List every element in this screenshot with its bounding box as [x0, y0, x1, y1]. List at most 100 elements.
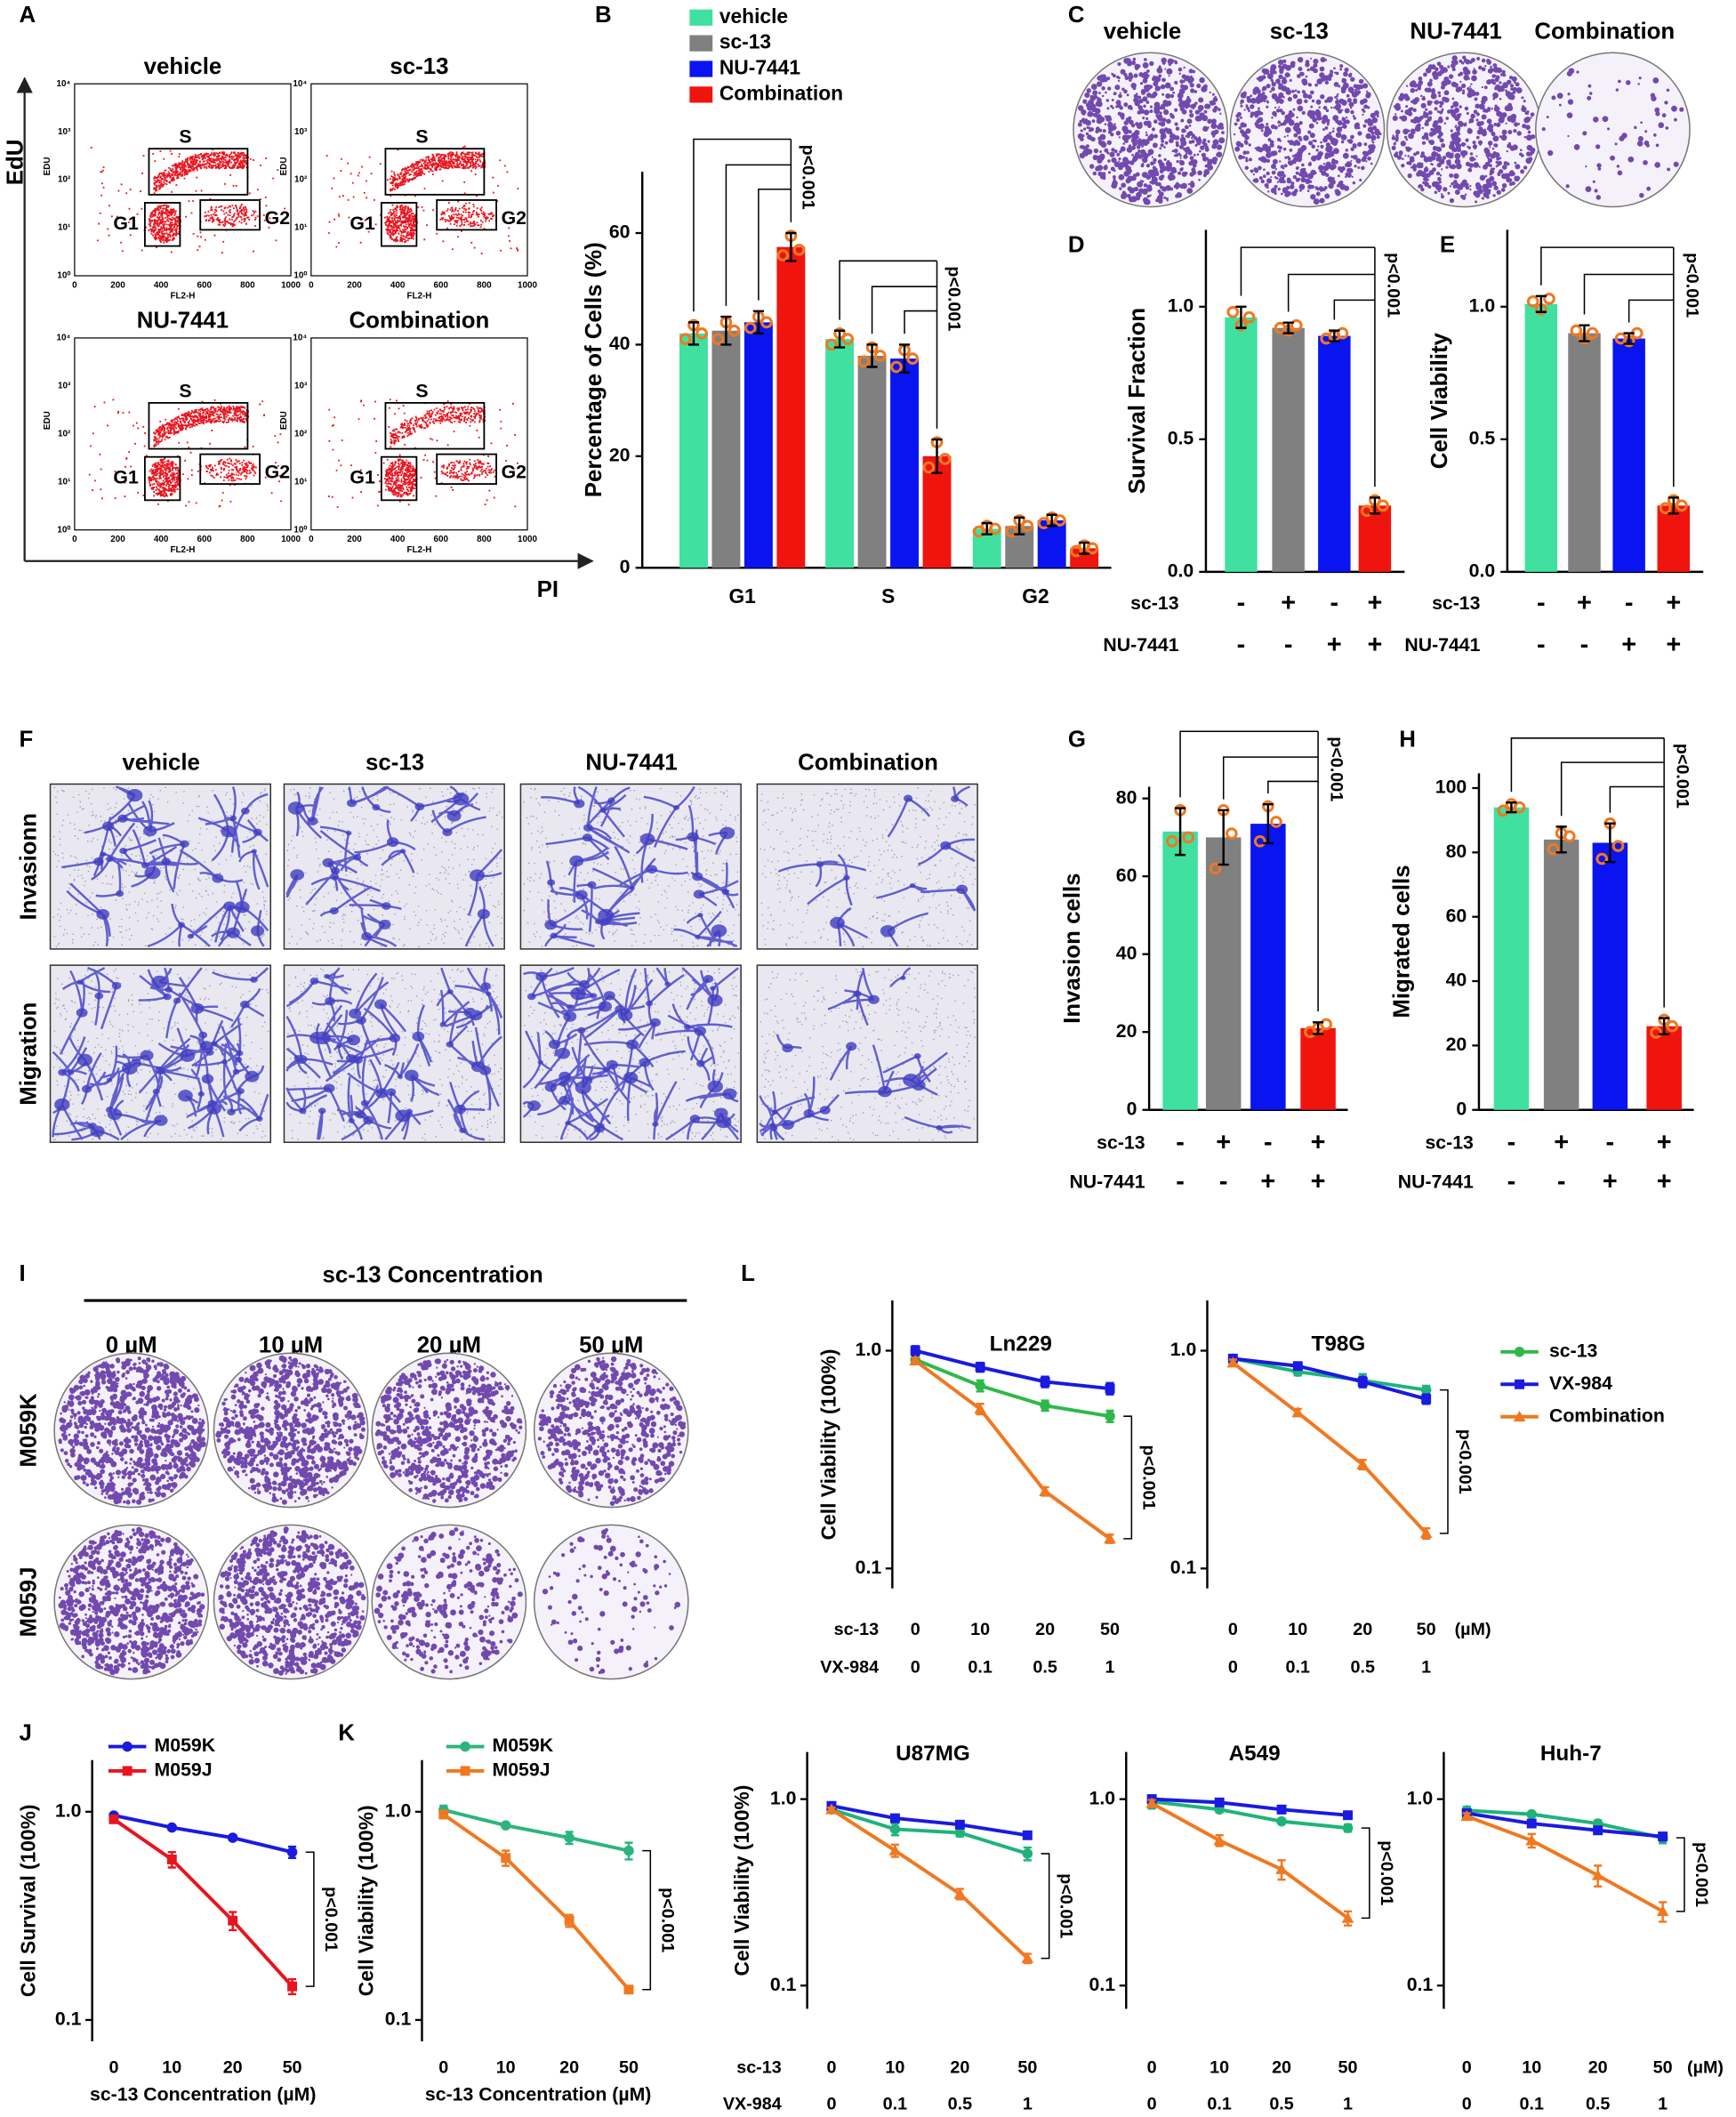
flow-tick: 200	[110, 535, 125, 544]
treatment-sign: +	[1367, 631, 1382, 659]
membrane-pores	[287, 968, 503, 1141]
colony-dots	[218, 1526, 366, 1676]
p-value: p<0.001	[798, 145, 817, 210]
x-tick-label: 10	[1522, 2058, 1541, 2078]
series-line	[1467, 1808, 1664, 1840]
treatment-sign: -	[1606, 1128, 1615, 1156]
replicate-point	[857, 355, 871, 368]
point-marker	[954, 1819, 965, 1830]
colony-title: sc-13	[1270, 19, 1329, 44]
replicate-point	[1595, 852, 1609, 865]
replicate-point	[1290, 318, 1303, 332]
row-label: sc-13	[1130, 592, 1179, 614]
x-tick-label: 10	[496, 2058, 516, 2078]
row-label: sc-13	[834, 1620, 880, 1639]
treatment-sign: -	[1580, 631, 1589, 659]
y-tick-label: 1.0	[1170, 1339, 1197, 1360]
error-bar	[1235, 305, 1247, 329]
y-tick-label: 1.0	[770, 1787, 797, 1808]
bar	[922, 455, 952, 568]
treatment-sign: +	[1311, 1128, 1326, 1156]
flow-x-axis: PI	[537, 577, 559, 602]
point-marker	[1593, 1825, 1603, 1836]
bar	[1318, 335, 1351, 572]
x-tick-label: 0.1	[1207, 2095, 1231, 2114]
y-tick-label: 20	[1446, 1034, 1467, 1055]
error-bar	[834, 329, 846, 349]
x-tick-label: 20	[1272, 2058, 1291, 2078]
flow-tick: 400	[390, 535, 406, 544]
legend-marker	[122, 1766, 133, 1776]
colony-dots	[58, 1356, 206, 1505]
error-bar	[1079, 541, 1090, 555]
treatment-sign: +	[1666, 631, 1681, 659]
x-tick-label: G2	[1022, 584, 1049, 608]
colony-dots	[1391, 55, 1536, 204]
replicate-point	[1586, 326, 1599, 340]
treatment-sign: +	[1657, 1167, 1672, 1195]
bar	[1272, 327, 1305, 572]
gate-label: G1	[350, 467, 375, 488]
panel-letter: F	[20, 728, 34, 753]
row-label: NU-7441	[1103, 634, 1178, 656]
gate	[148, 401, 249, 450]
p-value: p<0.001	[1377, 1840, 1396, 1905]
replicate-point	[1225, 827, 1238, 840]
treatment-sign: -	[1264, 1128, 1273, 1156]
bar	[825, 339, 855, 568]
y-tick-label: 1.0	[385, 1799, 412, 1821]
replicate-point	[1086, 542, 1099, 555]
bar	[1524, 303, 1558, 572]
unit-label: (µM)	[1455, 1620, 1491, 1639]
treatment-sign: -	[1237, 631, 1246, 659]
replicate-point	[1547, 842, 1560, 856]
x-tick-label: 1	[1343, 2095, 1353, 2114]
gate-label: G1	[350, 213, 375, 234]
transwell-title: NU-7441	[585, 751, 677, 776]
point-marker	[889, 1823, 901, 1835]
flow-tick: 10²	[58, 429, 71, 439]
replicate-point	[727, 324, 741, 337]
bar	[1657, 505, 1691, 572]
gate-label: G2	[265, 462, 290, 483]
error-bar	[1535, 294, 1547, 313]
y-tick-label: 80	[1446, 841, 1467, 862]
series-line	[442, 1813, 631, 1992]
y-tick-label: 20	[609, 445, 631, 466]
treatment-sign: -	[1219, 1167, 1228, 1195]
bar	[743, 322, 773, 568]
error-bar	[1174, 807, 1186, 857]
y-axis-label: Migrated cells	[1390, 865, 1415, 1018]
series-line	[112, 1817, 294, 1988]
x-tick-label: 50	[283, 2058, 302, 2078]
point-marker	[1104, 1533, 1116, 1544]
legend-marker	[122, 1741, 133, 1752]
replicate-point	[760, 316, 773, 329]
error-bar	[1555, 825, 1567, 854]
bar	[776, 246, 806, 568]
flow-dots	[326, 145, 519, 254]
x-tick-label: 20	[559, 2058, 579, 2078]
point-marker	[564, 1915, 575, 1926]
x-tick-label: 0.1	[1286, 1658, 1310, 1678]
x-tick-label: 0.5	[1269, 2095, 1293, 2114]
x-tick-label: 0	[438, 2058, 448, 2078]
legend-swatch	[689, 60, 713, 77]
gate	[148, 148, 249, 196]
bar	[1612, 338, 1645, 572]
flow-title: vehicle	[144, 54, 222, 79]
flow-axis-name: FL2-H	[170, 545, 195, 555]
flow-y-axis: EdU	[3, 140, 28, 186]
legend-label: Combination	[1549, 1405, 1665, 1426]
replicate-point	[1166, 834, 1178, 848]
flow-tick: 10¹	[294, 477, 307, 487]
cell-processes	[61, 785, 269, 948]
point-marker	[1525, 1834, 1539, 1846]
x-tick-label: 10	[162, 2058, 181, 2078]
y-tick-label: 40	[609, 333, 631, 354]
error-bar	[866, 343, 878, 368]
flow-tick: 10³	[294, 127, 308, 137]
gate	[436, 199, 497, 231]
x-tick-label: 20	[1035, 1620, 1055, 1639]
bar	[1358, 505, 1392, 572]
